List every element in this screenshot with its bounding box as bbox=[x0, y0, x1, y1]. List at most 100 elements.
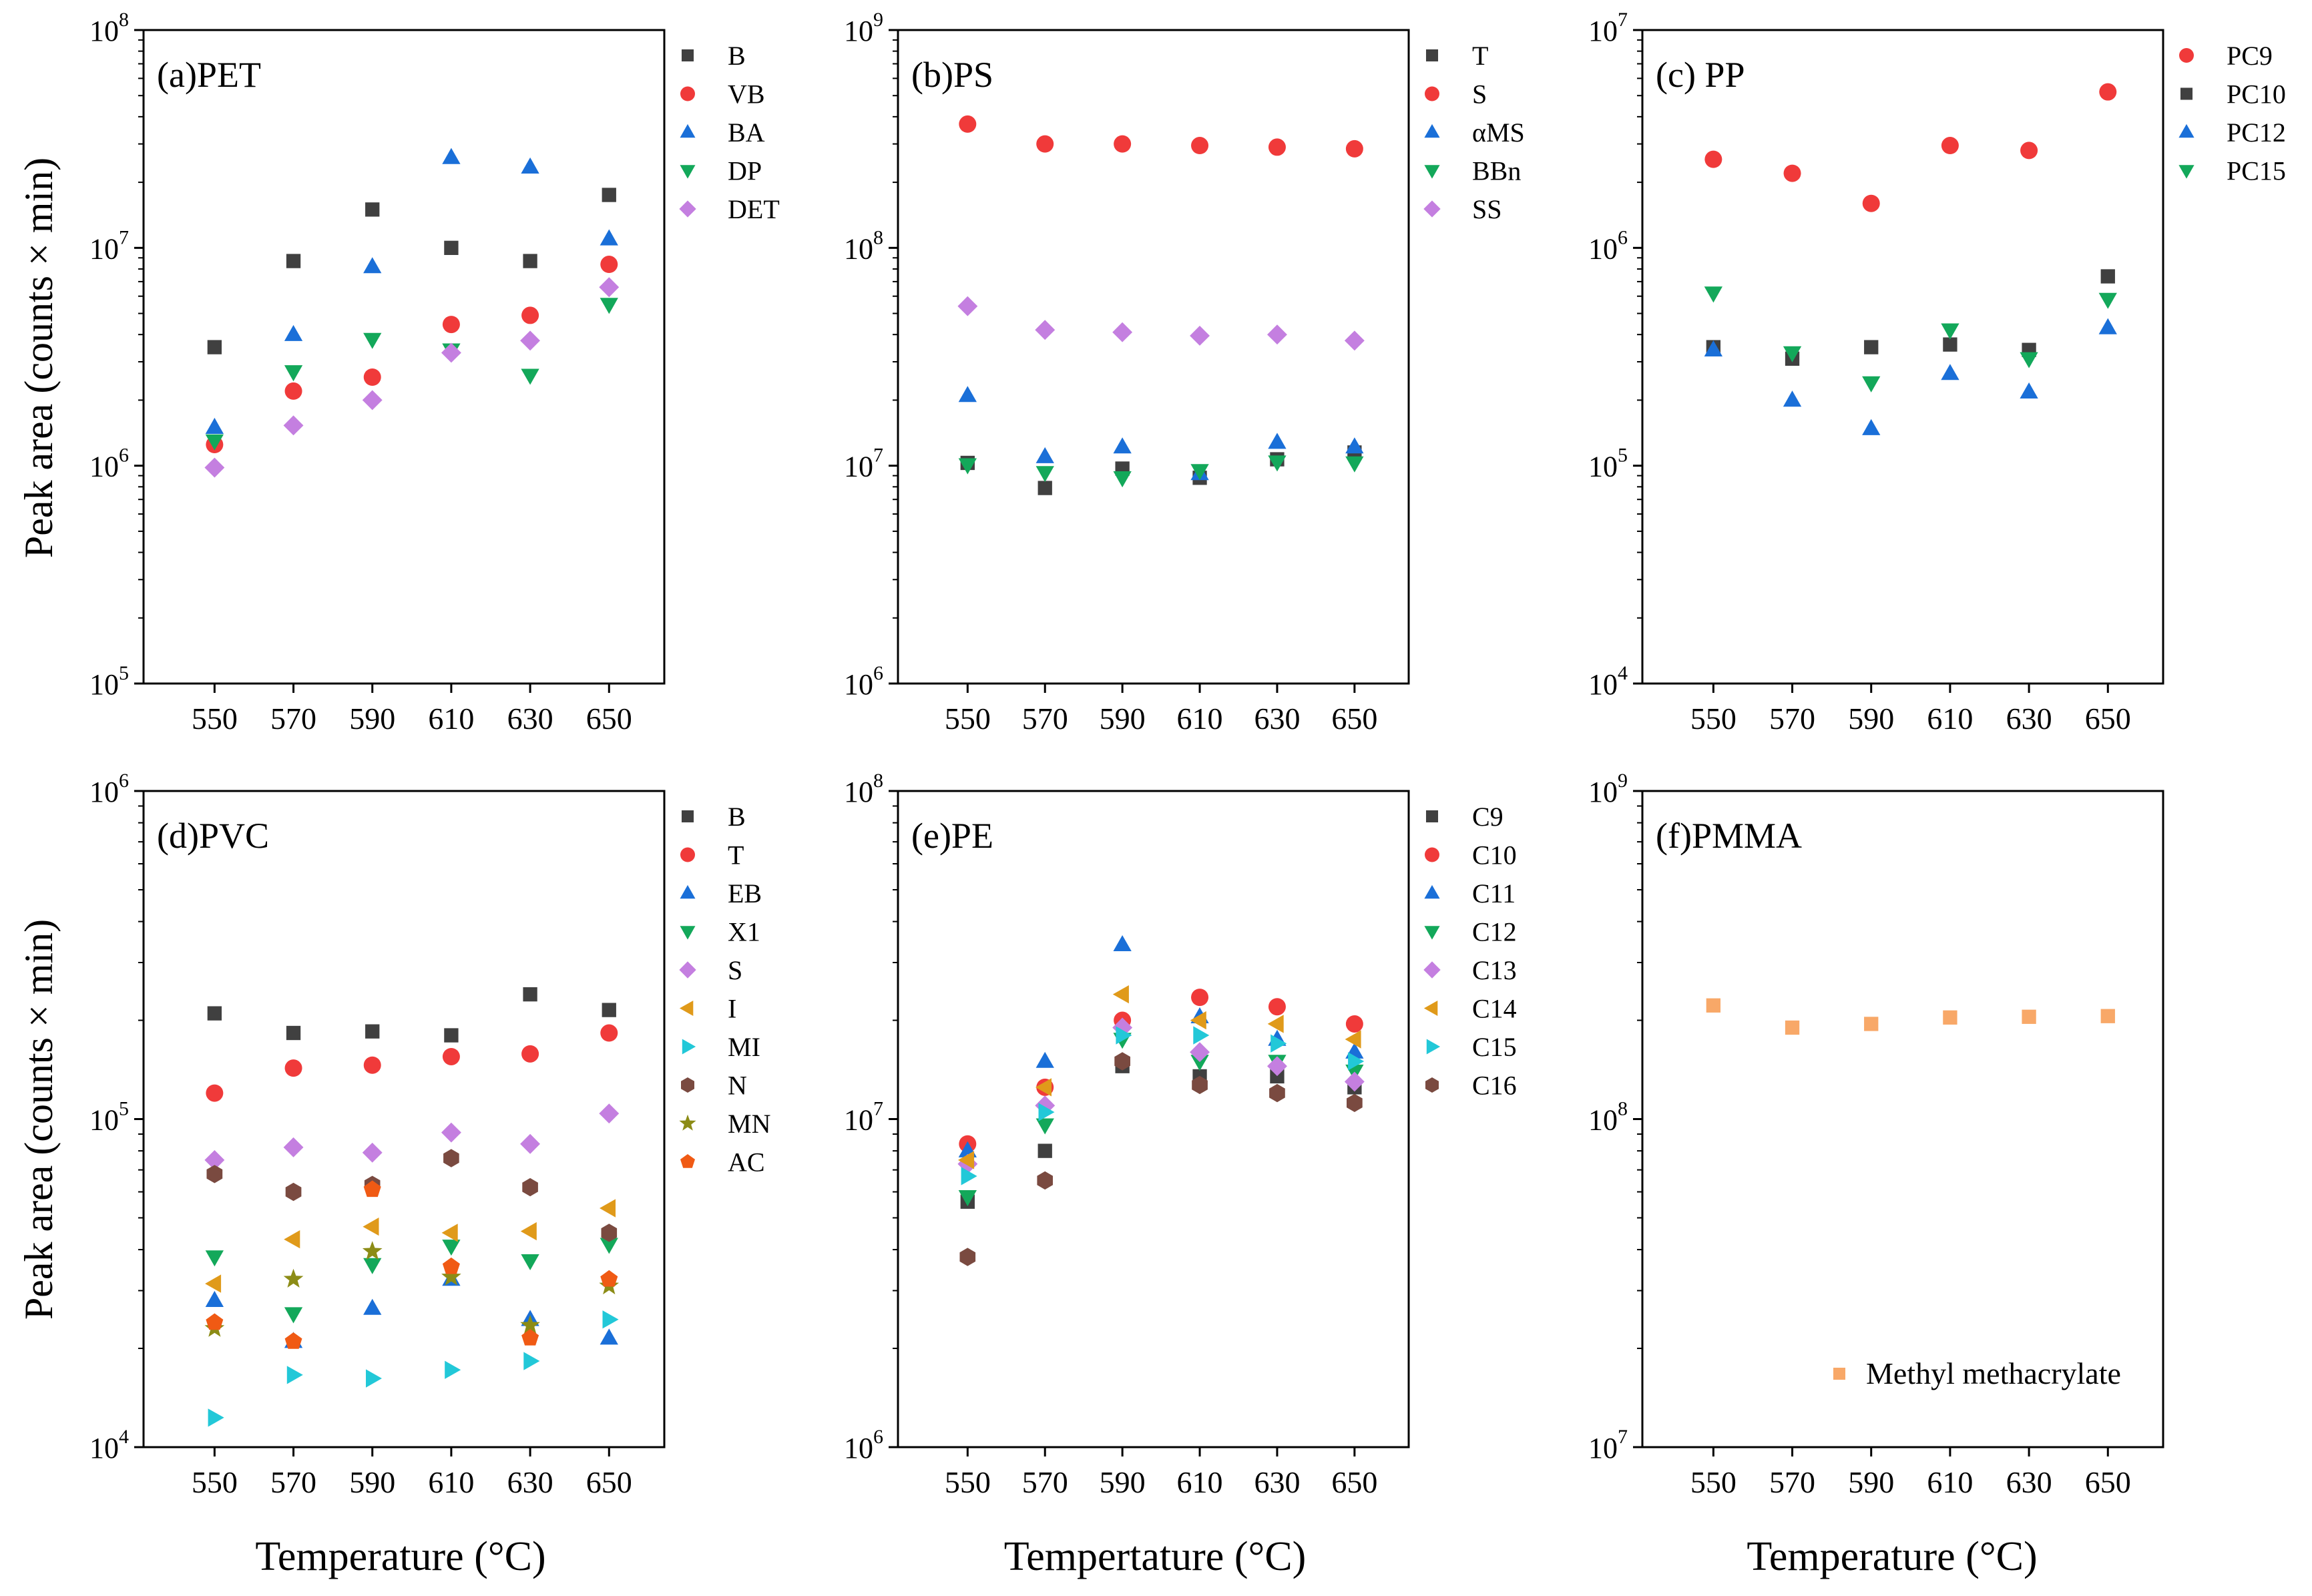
point-d-B-590 bbox=[365, 1024, 380, 1039]
point-d-T-630 bbox=[521, 1045, 539, 1063]
legend-label-c-1: PC10 bbox=[2227, 79, 2286, 109]
point-d-EB-550 bbox=[205, 1290, 224, 1307]
point-c-PC12-630 bbox=[2020, 382, 2038, 398]
x-tick-label-d-630: 630 bbox=[507, 1465, 553, 1499]
y-tick-label-b-9: 109 bbox=[844, 9, 883, 47]
point-e-C16-550 bbox=[959, 1248, 976, 1266]
point-d-MI-590 bbox=[366, 1369, 382, 1388]
legend-label-b-3: BBn bbox=[1472, 156, 1521, 186]
point-d-S-570 bbox=[283, 1137, 304, 1157]
legend-marker-a-0 bbox=[681, 49, 694, 62]
point-d-T-610 bbox=[442, 1047, 460, 1065]
legend-label-a-3: DP bbox=[728, 156, 762, 186]
x-tick-label-e-550: 550 bbox=[945, 1465, 991, 1499]
point-d-B-550 bbox=[207, 1006, 222, 1021]
legend-label-d-7: N bbox=[728, 1071, 747, 1101]
point-e-C12-570 bbox=[1035, 1118, 1054, 1135]
x-tick-label-c-550: 550 bbox=[1690, 702, 1737, 736]
point-c-PC9-610 bbox=[1941, 137, 1959, 155]
point-e-C9-570 bbox=[1037, 1143, 1052, 1158]
legend-marker-f-0 bbox=[1833, 1367, 1846, 1380]
point-d-AC-550 bbox=[206, 1313, 224, 1330]
point-e-C15-590 bbox=[1116, 1026, 1132, 1045]
legend-marker-d-0 bbox=[681, 810, 694, 823]
point-c-PC15-650 bbox=[2098, 292, 2117, 309]
plot-frame-c bbox=[1641, 29, 2164, 685]
point-e-C13-630 bbox=[1267, 1056, 1287, 1077]
legend-label-b-1: S bbox=[1472, 79, 1487, 109]
point-b-BBn-630 bbox=[1268, 455, 1287, 472]
legend-label-a-2: BA bbox=[728, 117, 765, 148]
point-a-DET-650 bbox=[599, 277, 620, 298]
panel-b: 550 570 590 610 630 650 106 107 108 109 (b)PS TSαMS… bbox=[844, 9, 1525, 736]
point-b-S-590 bbox=[1114, 135, 1132, 153]
y-tick-label-c-7: 107 bbox=[1588, 9, 1628, 47]
point-a-VB-610 bbox=[442, 316, 460, 334]
plot-frame-b bbox=[897, 29, 1410, 685]
point-b-SS-630 bbox=[1267, 324, 1287, 345]
panel-title-d: (d)PVC bbox=[157, 816, 269, 856]
legend-marker-e-7 bbox=[1425, 1077, 1439, 1093]
x-tick-label-d-610: 610 bbox=[428, 1465, 474, 1499]
legend-label-d-9: AC bbox=[728, 1147, 765, 1177]
point-c-PC15-610 bbox=[1941, 323, 1959, 340]
y-tick-label-e-8: 108 bbox=[844, 770, 883, 808]
panel-title-f: (f)PMMA bbox=[1656, 816, 1802, 856]
point-e-C16-630 bbox=[1269, 1083, 1285, 1103]
point-d-X1-650 bbox=[600, 1238, 618, 1254]
point-c-PC9-630 bbox=[2020, 142, 2038, 160]
point-a-B-590 bbox=[365, 202, 380, 217]
x-tick-label-b-610: 610 bbox=[1177, 702, 1223, 736]
x-tick-label-e-610: 610 bbox=[1177, 1465, 1223, 1499]
point-a-DP-590 bbox=[363, 332, 382, 349]
x-tick-label-c-650: 650 bbox=[2085, 702, 2131, 736]
legend-label-e-7: C16 bbox=[1472, 1071, 1517, 1101]
x-tick-label-f-650: 650 bbox=[2085, 1465, 2131, 1499]
x-axis-label-left: Temperature (°C) bbox=[255, 1534, 545, 1579]
legend-marker-b-1 bbox=[1425, 86, 1439, 101]
point-b-S-550 bbox=[959, 115, 977, 133]
point-f-Methyl methacrylate-550 bbox=[1706, 998, 1721, 1013]
legend-marker-a-1 bbox=[680, 86, 695, 101]
point-c-PC12-590 bbox=[1862, 419, 1881, 435]
point-c-PC9-550 bbox=[1704, 150, 1722, 168]
point-d-T-550 bbox=[206, 1084, 224, 1102]
point-e-C11-570 bbox=[1035, 1051, 1054, 1068]
point-b-BBn-550 bbox=[958, 458, 977, 475]
point-a-DET-630 bbox=[520, 330, 540, 351]
point-a-DET-550 bbox=[204, 457, 225, 478]
y-tick-label-a-8: 108 bbox=[89, 9, 129, 47]
point-d-MI-630 bbox=[523, 1352, 540, 1370]
point-b-SS-610 bbox=[1190, 326, 1210, 346]
legend-label-e-2: C11 bbox=[1472, 878, 1516, 908]
x-axis-label-right: Temperature (°C) bbox=[1747, 1534, 2037, 1579]
point-d-X1-610 bbox=[442, 1240, 461, 1256]
point-e-C16-610 bbox=[1192, 1075, 1208, 1095]
legend-label-d-6: MI bbox=[728, 1032, 760, 1062]
point-d-AC-610 bbox=[442, 1257, 460, 1274]
legend-label-d-0: B bbox=[728, 802, 746, 832]
point-e-C12-610 bbox=[1190, 1055, 1209, 1071]
legend-label-d-5: I bbox=[728, 994, 736, 1024]
legend-label-d-1: T bbox=[728, 840, 744, 870]
y-tick-label-a-7: 107 bbox=[89, 226, 129, 265]
point-a-B-650 bbox=[602, 188, 616, 202]
point-d-I-570 bbox=[284, 1230, 300, 1249]
legend-label-e-3: C12 bbox=[1472, 917, 1517, 947]
point-d-N-550 bbox=[206, 1165, 223, 1183]
point-b-BBn-610 bbox=[1190, 464, 1209, 481]
x-tick-label-a-630: 630 bbox=[507, 702, 553, 736]
point-a-BA-590 bbox=[363, 257, 382, 274]
x-tick-label-f-610: 610 bbox=[1927, 1465, 1973, 1499]
point-e-C16-570 bbox=[1037, 1171, 1053, 1190]
y-tick-label-c-4: 104 bbox=[1588, 662, 1628, 701]
point-d-S-650 bbox=[599, 1103, 620, 1124]
point-d-I-550 bbox=[205, 1274, 222, 1293]
point-d-N-650 bbox=[601, 1224, 618, 1242]
legend-marker-d-9 bbox=[680, 1154, 695, 1168]
panels: 550 570 590 610 630 650 105 106 107 108 (a)PET B VB B… bbox=[89, 9, 2286, 1499]
point-c-PC12-550 bbox=[1704, 340, 1722, 356]
point-a-DET-590 bbox=[362, 390, 383, 411]
legend-label-d-4: S bbox=[728, 955, 742, 985]
